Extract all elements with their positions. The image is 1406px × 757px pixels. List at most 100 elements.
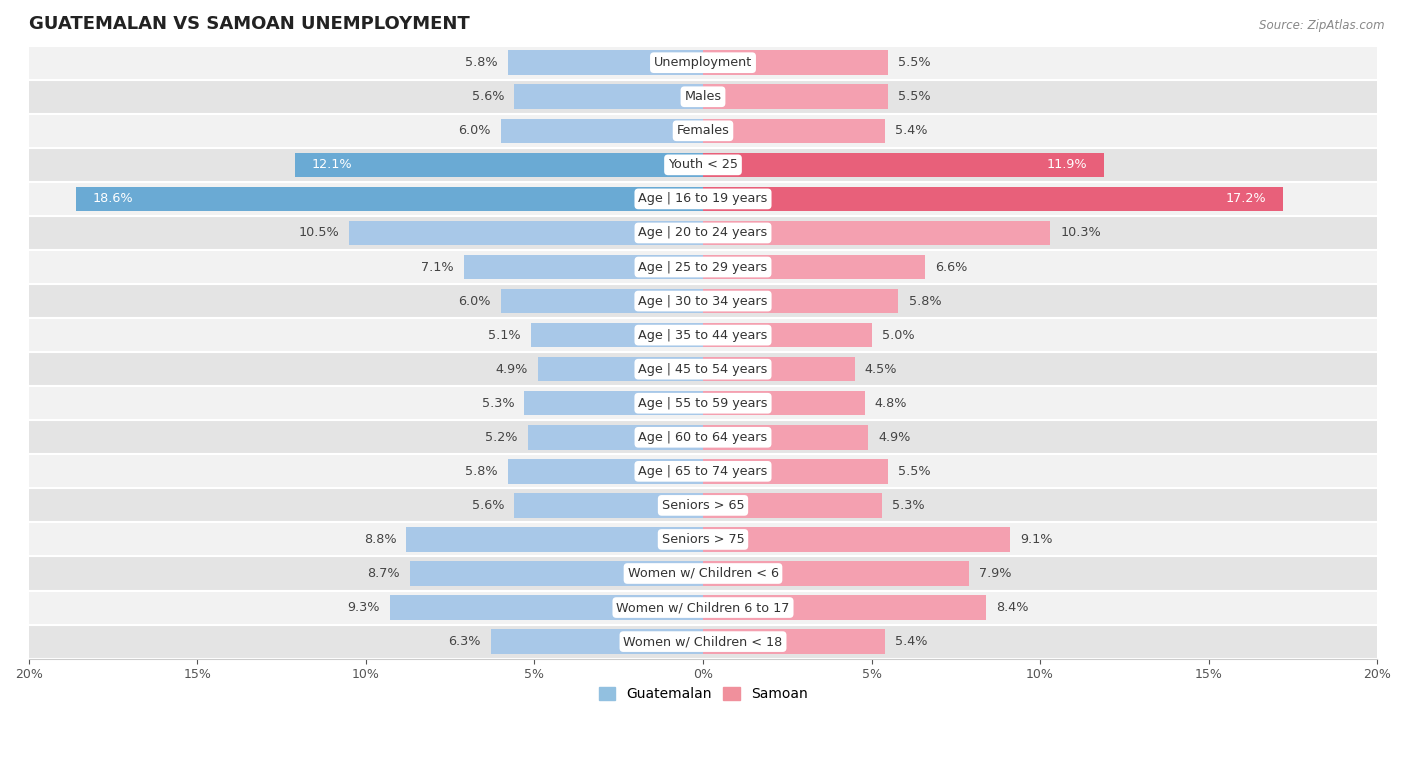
Bar (703, 51, 889, 75)
Bar (30, 386, 1376, 420)
Bar (703, 527, 1010, 552)
Bar (30, 556, 1376, 590)
Bar (508, 459, 703, 484)
Text: Age | 20 to 24 years: Age | 20 to 24 years (638, 226, 768, 239)
Text: 5.6%: 5.6% (471, 499, 505, 512)
Text: 5.3%: 5.3% (482, 397, 515, 410)
Text: 5.0%: 5.0% (882, 329, 914, 341)
Text: 10.3%: 10.3% (1060, 226, 1101, 239)
Bar (30, 79, 1376, 114)
Bar (76, 187, 703, 211)
Text: 8.8%: 8.8% (364, 533, 396, 546)
Text: 6.0%: 6.0% (458, 124, 491, 137)
Bar (30, 284, 1376, 318)
Text: Age | 30 to 34 years: Age | 30 to 34 years (638, 294, 768, 307)
Text: Women w/ Children 6 to 17: Women w/ Children 6 to 17 (616, 601, 790, 614)
Bar (30, 352, 1376, 386)
Bar (30, 250, 1376, 284)
Bar (30, 45, 1376, 79)
Text: 9.1%: 9.1% (1019, 533, 1052, 546)
Bar (349, 221, 703, 245)
Bar (30, 454, 1376, 488)
Text: Age | 55 to 59 years: Age | 55 to 59 years (638, 397, 768, 410)
Bar (30, 216, 1376, 250)
Bar (30, 114, 1376, 148)
Text: 6.0%: 6.0% (458, 294, 491, 307)
Bar (524, 391, 703, 416)
Text: 8.4%: 8.4% (997, 601, 1029, 614)
Bar (703, 561, 969, 586)
Text: 7.9%: 7.9% (980, 567, 1012, 580)
Text: 5.6%: 5.6% (471, 90, 505, 103)
Bar (30, 522, 1376, 556)
Bar (30, 488, 1376, 522)
Text: Age | 45 to 54 years: Age | 45 to 54 years (638, 363, 768, 375)
Bar (527, 425, 703, 450)
Text: Males: Males (685, 90, 721, 103)
Bar (501, 119, 703, 143)
Bar (703, 119, 884, 143)
Text: 11.9%: 11.9% (1046, 158, 1087, 171)
Bar (30, 182, 1376, 216)
Text: Age | 60 to 64 years: Age | 60 to 64 years (638, 431, 768, 444)
Text: 5.8%: 5.8% (465, 56, 498, 69)
Text: 4.9%: 4.9% (495, 363, 527, 375)
Bar (703, 255, 925, 279)
Bar (703, 323, 872, 347)
Text: 5.4%: 5.4% (896, 635, 928, 648)
Text: Youth < 25: Youth < 25 (668, 158, 738, 171)
Bar (538, 357, 703, 382)
Text: 18.6%: 18.6% (93, 192, 134, 205)
Bar (703, 425, 868, 450)
Bar (703, 289, 898, 313)
Bar (515, 85, 703, 109)
Text: Unemployment: Unemployment (654, 56, 752, 69)
Bar (406, 527, 703, 552)
Bar (389, 595, 703, 620)
Bar (409, 561, 703, 586)
Bar (703, 493, 882, 518)
Bar (703, 221, 1050, 245)
Text: 6.3%: 6.3% (449, 635, 481, 648)
Text: Women w/ Children < 18: Women w/ Children < 18 (623, 635, 783, 648)
Bar (30, 420, 1376, 454)
Text: 9.3%: 9.3% (347, 601, 380, 614)
Text: Seniors > 75: Seniors > 75 (662, 533, 744, 546)
Bar (703, 357, 855, 382)
Bar (703, 153, 1104, 177)
Text: 5.5%: 5.5% (898, 465, 931, 478)
Text: 5.5%: 5.5% (898, 56, 931, 69)
Text: Women w/ Children < 6: Women w/ Children < 6 (627, 567, 779, 580)
Text: Age | 25 to 29 years: Age | 25 to 29 years (638, 260, 768, 273)
Text: 5.2%: 5.2% (485, 431, 517, 444)
Legend: Guatemalan, Samoan: Guatemalan, Samoan (593, 682, 813, 707)
Bar (508, 51, 703, 75)
Bar (501, 289, 703, 313)
Text: 4.8%: 4.8% (875, 397, 907, 410)
Bar (703, 629, 884, 654)
Bar (531, 323, 703, 347)
Text: 7.1%: 7.1% (420, 260, 454, 273)
Text: 5.8%: 5.8% (465, 465, 498, 478)
Text: 6.6%: 6.6% (935, 260, 967, 273)
Text: 12.1%: 12.1% (312, 158, 353, 171)
Bar (295, 153, 703, 177)
Text: 5.3%: 5.3% (891, 499, 924, 512)
Text: 5.8%: 5.8% (908, 294, 941, 307)
Bar (703, 391, 865, 416)
Bar (30, 318, 1376, 352)
Bar (30, 625, 1376, 659)
Bar (703, 595, 986, 620)
Bar (703, 85, 889, 109)
Bar (703, 187, 1282, 211)
Text: Seniors > 65: Seniors > 65 (662, 499, 744, 512)
Text: 17.2%: 17.2% (1225, 192, 1265, 205)
Text: GUATEMALAN VS SAMOAN UNEMPLOYMENT: GUATEMALAN VS SAMOAN UNEMPLOYMENT (30, 15, 470, 33)
Bar (491, 629, 703, 654)
Text: 5.4%: 5.4% (896, 124, 928, 137)
Bar (464, 255, 703, 279)
Bar (515, 493, 703, 518)
Text: 5.5%: 5.5% (898, 90, 931, 103)
Text: Age | 65 to 74 years: Age | 65 to 74 years (638, 465, 768, 478)
Bar (30, 590, 1376, 625)
